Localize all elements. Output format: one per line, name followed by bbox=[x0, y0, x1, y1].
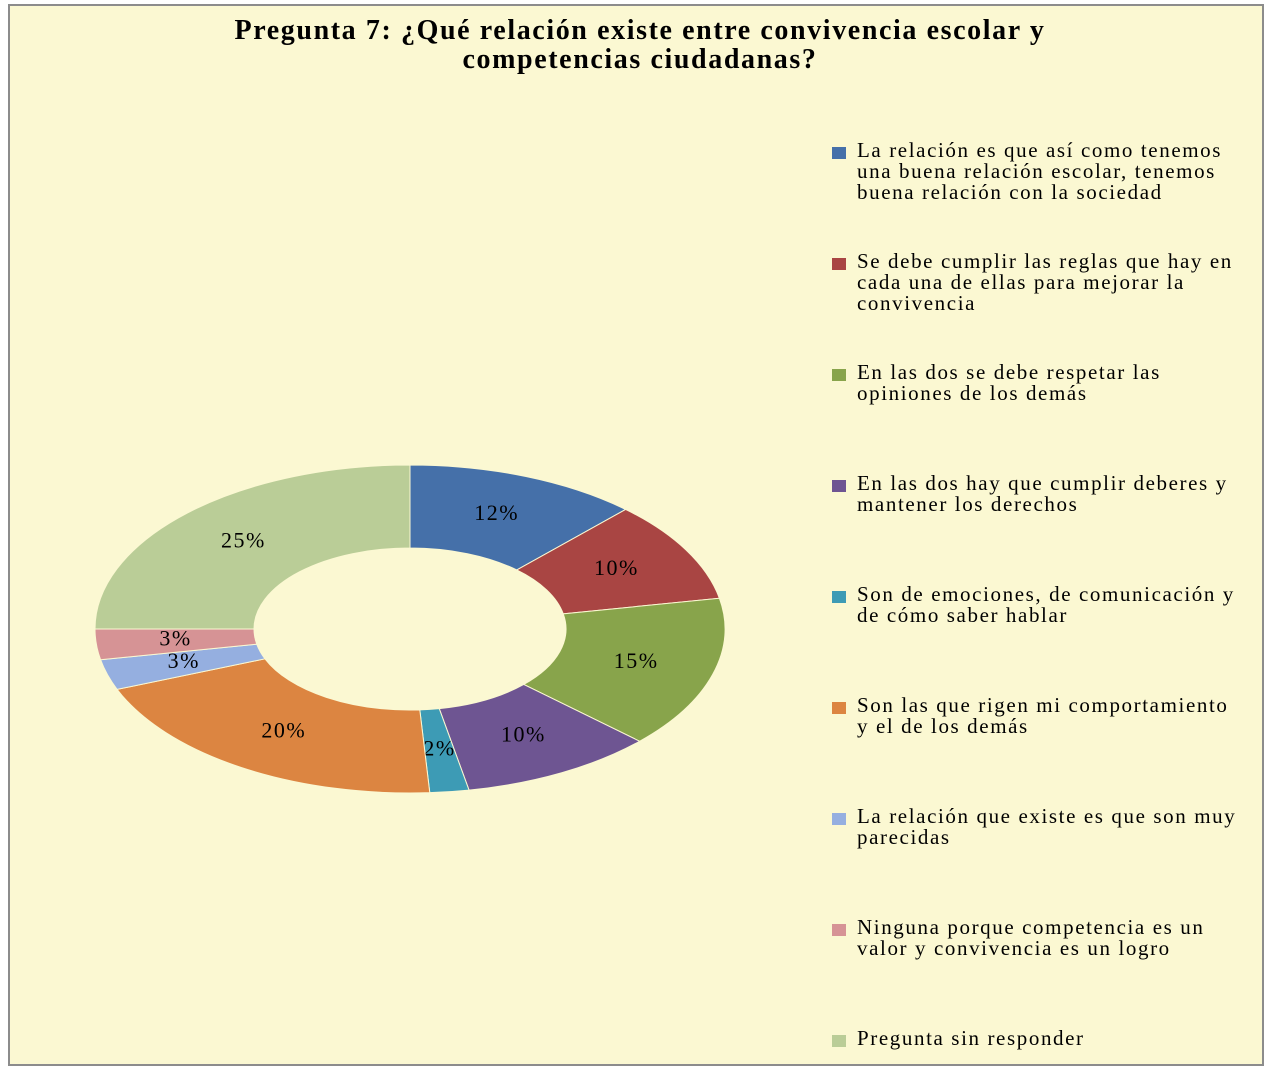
data-label: 25% bbox=[221, 527, 266, 552]
donut-slice bbox=[409, 464, 627, 571]
legend-swatch bbox=[832, 147, 846, 159]
donut-slice bbox=[522, 597, 726, 742]
data-label: 2% bbox=[423, 736, 455, 761]
legend-label: Se debe cumplir las reglas que hay en ca… bbox=[857, 249, 1233, 315]
chart-title: Pregunta 7: ¿Qué relación existe entre c… bbox=[234, 15, 1046, 75]
data-label: 10% bbox=[501, 721, 546, 746]
legend-label: La relación que existe es que son muy pa… bbox=[857, 804, 1237, 849]
legend-swatch bbox=[832, 480, 846, 492]
data-label: 10% bbox=[594, 555, 639, 580]
legend-label: La relación es que así como tenemos una … bbox=[857, 138, 1223, 204]
legend-swatch bbox=[832, 702, 846, 714]
data-label: 12% bbox=[474, 500, 519, 525]
legend-swatch bbox=[832, 924, 846, 936]
donut-slice bbox=[116, 658, 431, 794]
legend-label: Son de emociones, de comunicación y de c… bbox=[857, 582, 1235, 627]
legend-swatch bbox=[832, 1035, 846, 1047]
legend-swatch bbox=[832, 369, 846, 381]
donut-slice bbox=[94, 464, 411, 630]
data-label: 3% bbox=[159, 626, 191, 651]
legend-label: Son las que rigen mi comportamiento y el… bbox=[857, 693, 1229, 738]
legend-label: Ninguna porque competencia es un valor y… bbox=[857, 915, 1205, 960]
legend-swatch bbox=[832, 258, 846, 270]
legend-swatch bbox=[832, 813, 846, 825]
legend-label: Pregunta sin responder bbox=[857, 1026, 1085, 1050]
legend-swatch bbox=[832, 591, 846, 603]
legend-label: En las dos se debe respetar las opinione… bbox=[857, 360, 1161, 405]
data-label: 15% bbox=[614, 648, 659, 673]
legend-label: En las dos hay que cumplir deberes y man… bbox=[857, 471, 1228, 516]
data-label: 20% bbox=[261, 717, 306, 742]
